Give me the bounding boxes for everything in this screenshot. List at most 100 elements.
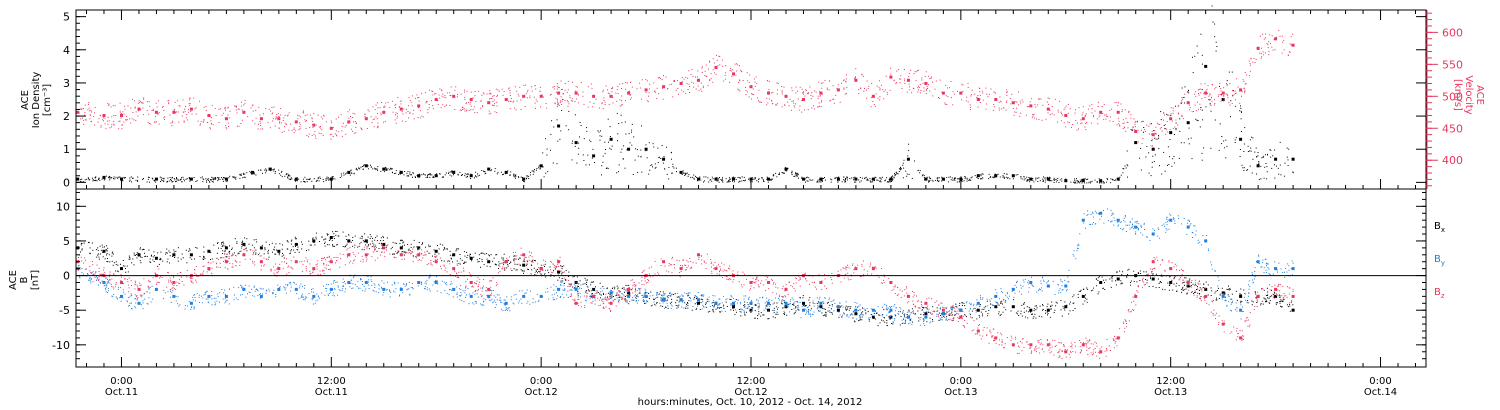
- scatter-dot: [410, 174, 412, 176]
- scatter-dot: [501, 88, 503, 90]
- scatter-dot: [1235, 290, 1237, 292]
- data-point: [557, 270, 561, 274]
- scatter-dot: [755, 304, 757, 306]
- scatter-dot: [923, 314, 924, 316]
- scatter-dot: [370, 166, 372, 168]
- scatter-dot: [719, 311, 721, 313]
- scatter-dot: [341, 126, 343, 127]
- scatter-dot: [839, 179, 841, 181]
- scatter-dot: [668, 178, 670, 180]
- scatter-dot: [879, 96, 881, 98]
- scatter-dot: [403, 254, 405, 256]
- scatter-dot: [240, 105, 242, 107]
- scatter-dot: [1214, 23, 1216, 25]
- scatter-dot: [146, 181, 148, 183]
- scatter-dot: [805, 177, 807, 179]
- scatter-dot: [1157, 138, 1159, 140]
- scatter-dot: [918, 85, 920, 87]
- scatter-dot: [481, 94, 483, 96]
- scatter-dot: [1118, 120, 1120, 122]
- data-point: [1239, 88, 1243, 92]
- scatter-dot: [547, 269, 549, 271]
- scatter-dot: [938, 180, 939, 182]
- data-point: [504, 301, 508, 305]
- scatter-dot: [1180, 142, 1182, 144]
- scatter-dot: [533, 96, 535, 98]
- scatter-dot: [1263, 38, 1265, 40]
- scatter-dot: [739, 69, 741, 71]
- scatter-dot: [1163, 124, 1165, 126]
- scatter-dot: [1148, 133, 1150, 135]
- scatter-dot: [1214, 104, 1215, 106]
- scatter-dot: [1215, 86, 1217, 88]
- scatter-dot: [474, 95, 476, 97]
- data-point: [802, 177, 805, 181]
- scatter-dot: [1074, 179, 1076, 181]
- scatter-dot: [845, 81, 847, 83]
- scatter-dot: [526, 176, 528, 178]
- scatter-dot: [374, 239, 376, 241]
- scatter-dot: [571, 142, 573, 144]
- scatter-dot: [956, 181, 958, 183]
- scatter-dot: [493, 99, 495, 101]
- scatter-dot: [795, 103, 796, 105]
- scatter-dot: [264, 169, 266, 171]
- scatter-dot: [550, 274, 552, 276]
- scatter-dot: [547, 171, 549, 173]
- scatter-dot: [480, 252, 482, 254]
- scatter-dot: [745, 90, 747, 91]
- scatter-dot: [457, 94, 458, 95]
- scatter-dot: [158, 100, 159, 102]
- scatter-dot: [136, 257, 138, 259]
- scatter-dot: [1026, 106, 1028, 108]
- scatter-dot: [518, 302, 520, 304]
- scatter-dot: [1240, 105, 1241, 107]
- scatter-dot: [775, 172, 777, 174]
- scatter-dot: [320, 116, 322, 118]
- scatter-dot: [427, 177, 429, 178]
- scatter-dot: [938, 319, 940, 321]
- scatter-dot: [795, 92, 797, 94]
- scatter-dot: [107, 258, 108, 259]
- scatter-dot: [767, 318, 769, 320]
- scatter-dot: [1254, 291, 1256, 293]
- scatter-dot: [454, 170, 456, 172]
- scatter-dot: [793, 303, 795, 305]
- scatter-dot: [977, 95, 979, 96]
- scatter-dot: [625, 133, 627, 135]
- scatter-dot: [812, 302, 814, 304]
- scatter-dot: [705, 302, 707, 304]
- scatter-dot: [750, 311, 752, 313]
- scatter-dot: [256, 241, 258, 243]
- scatter-dot: [908, 158, 910, 160]
- scatter-dot: [1270, 156, 1272, 158]
- scatter-dot: [1105, 118, 1107, 120]
- scatter-dot: [579, 122, 581, 123]
- scatter-dot: [759, 101, 761, 103]
- scatter-dot: [1060, 309, 1062, 311]
- right-tick-label: 600: [1442, 26, 1463, 39]
- scatter-dot: [773, 307, 775, 309]
- scatter-dot: [235, 176, 237, 178]
- scatter-dot: [899, 311, 901, 313]
- scatter-dot: [815, 91, 817, 93]
- scatter-dot: [963, 180, 965, 182]
- scatter-dot: [836, 306, 838, 308]
- scatter-dot: [98, 118, 100, 120]
- scatter-dot: [102, 246, 104, 248]
- scatter-dot: [996, 302, 998, 304]
- data-point: [854, 308, 858, 312]
- scatter-dot: [1292, 172, 1294, 174]
- scatter-dot: [338, 116, 339, 118]
- scatter-dot: [1020, 176, 1022, 177]
- scatter-dot: [921, 175, 923, 177]
- scatter-dot: [635, 297, 637, 299]
- scatter-dot: [567, 80, 569, 82]
- scatter-dot: [162, 298, 164, 300]
- scatter-dot: [590, 296, 592, 298]
- scatter-dot: [477, 173, 478, 175]
- scatter-dot: [1249, 165, 1251, 167]
- scatter-dot: [1281, 52, 1283, 54]
- scatter-dot: [854, 176, 856, 178]
- scatter-dot: [81, 249, 83, 251]
